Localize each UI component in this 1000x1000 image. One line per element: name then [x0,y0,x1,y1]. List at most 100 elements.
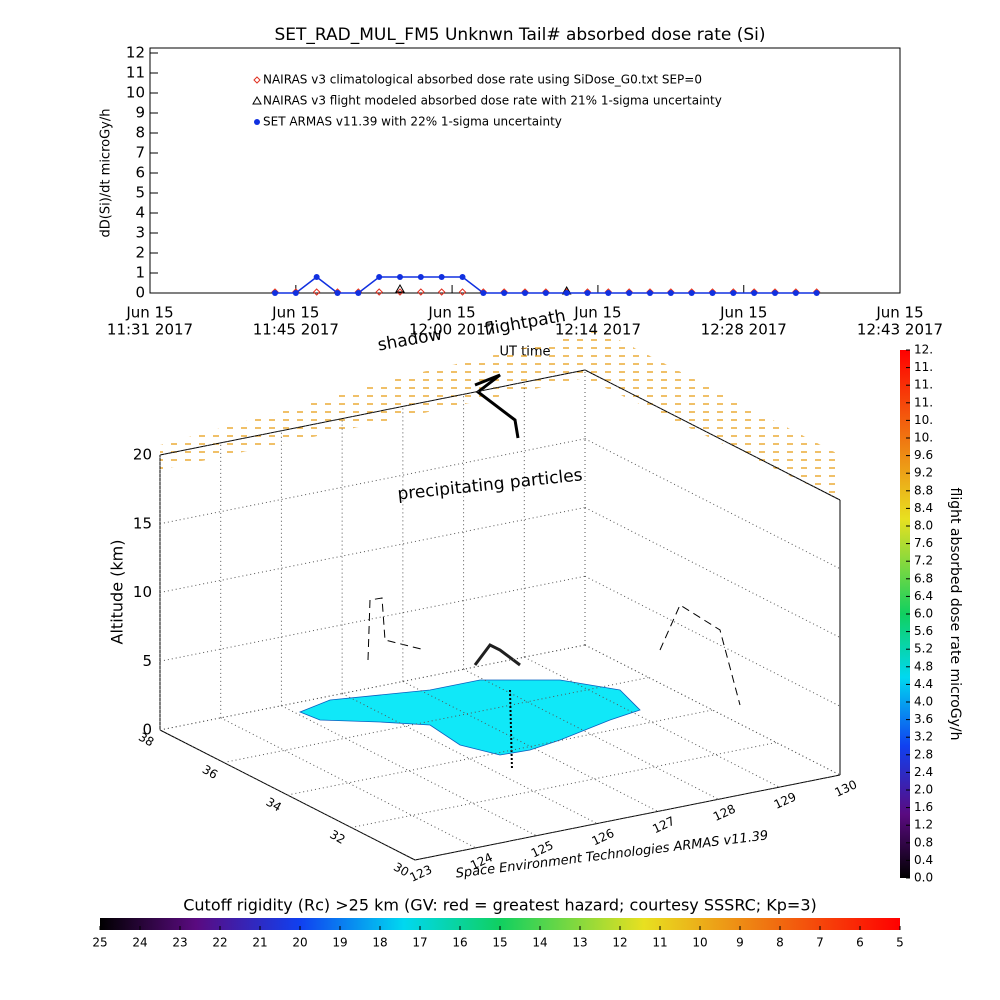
colorbar-tick-label: 11. [914,360,933,374]
marker-circle [438,274,445,280]
marker-circle [397,274,403,280]
marker-diamond [417,288,425,296]
colorbar-tick-label: 12 [612,936,627,950]
colorbar-tick-label: 8 [776,936,784,950]
flightpath-trace [474,373,520,439]
x-tick-label: Jun 15 [719,304,767,322]
colorbar-tick-label: 6.8 [914,571,933,585]
colorbar-tick-label: 2.0 [914,783,933,797]
lon-tick-label: 127 [650,814,677,836]
colorbar-label: flight absorbed dose rate microGy/h [947,488,963,741]
lat-tick-label: 38 [136,730,156,750]
grid-line [159,575,586,662]
legend-label: NAIRAS v3 climatological absorbed dose r… [263,73,702,87]
marker-circle [688,290,695,296]
grid-line [414,774,841,861]
colorbar-tick-label: 13 [572,936,587,950]
marker-circle [667,290,674,296]
colorbar-tick-label: 22 [212,936,227,950]
z-tick-label: 0 [142,721,152,739]
colorbar-tick-label: 11 [652,936,667,950]
marker-circle [813,290,820,296]
lat-tick-label: 32 [327,827,347,847]
y-axis-label: dD(Si)/dt microGy/h [99,109,114,238]
y-tick-label: 8 [135,124,145,142]
colorbar-tick-label: 12. [914,343,933,357]
colorbar-tick-label: 15 [492,936,507,950]
y-tick-label: 6 [135,164,145,182]
marker-circle [254,119,260,125]
colorbar-tick-label: 8.0 [914,519,933,533]
marker-diamond [312,288,321,296]
y-tick-label: 5 [135,184,145,202]
colorbar-tick-label: 8.4 [914,501,933,515]
y-tick-label: 9 [135,104,145,122]
marker-circle [751,290,758,296]
colorbar-tick-label: 5.6 [914,624,933,638]
marker-circle [709,290,716,296]
legend-label: SET ARMAS v11.39 with 22% 1-sigma uncert… [263,115,562,129]
marker-diamond [375,288,383,296]
z-tick-label: 5 [142,652,152,670]
annotation: shadow [376,324,444,355]
marker-circle [647,290,653,296]
land-map [298,679,641,756]
colorbar-tick-label: 4.8 [914,659,933,673]
y-tick-label: 11 [126,64,145,82]
colorbar-tick-label: 6.4 [914,589,933,603]
x-tick-label: Jun 15 [427,304,475,322]
x-tick-label: 12:28 2017 [701,321,787,339]
marker-circle [480,290,487,296]
colorbar-tick-label: 7 [816,936,824,950]
y-tick-label: 0 [135,284,145,302]
colorbar-tick-label: 19 [332,936,347,950]
colorbar-tick-label: 5 [896,936,904,950]
z-axis-label: Altitude (km) [108,540,127,645]
particle-field [160,330,840,500]
marker-diamond [253,76,261,84]
flightpath-shadow [473,643,521,667]
marker-circle [542,290,549,296]
y-tick-label: 1 [135,264,145,282]
colorbar-tick-label: 11. [914,378,933,392]
lon-tick-label: 128 [711,802,738,824]
lat-tick-label: 34 [264,795,284,815]
grid-line [159,644,586,731]
colorbar-tick-label: 21 [252,936,267,950]
x-tick-label: Jun 15 [875,304,923,322]
colorbar-tick-label: 24 [132,936,147,950]
colorbar-tick-label: 9.6 [914,448,933,462]
flightpath-drop [509,689,513,771]
marker-circle [376,274,383,280]
marker-circle [522,290,528,296]
x-tick-label: 12:43 2017 [857,321,943,339]
y-tick-label: 2 [135,244,145,262]
colorbar-tick-label: 14 [532,936,547,950]
colorbar-tick-label: 7.2 [914,554,933,568]
colorbar-tick-label: 0.8 [914,835,933,849]
marker-circle [417,274,424,280]
marker-circle [584,290,591,296]
x-tick-label: 11:31 2017 [107,321,193,339]
grid-line [159,507,586,593]
colorbar-tick-label: 2.8 [914,747,933,761]
grid-line [584,575,841,707]
x-tick-label: 11:45 2017 [253,321,339,339]
grid-line [287,709,713,796]
grid-line [223,677,649,763]
colorbar-title: Cutoff rigidity (Rc) >25 km (GV: red = g… [183,896,817,915]
colorbar-tick-label: 11. [914,395,933,409]
annotation: precipitating particles [397,465,584,504]
grid-line [220,717,476,849]
lat-tick-label: 30 [391,860,411,880]
colorbar-tick-label: 6 [856,936,864,950]
y-tick-label: 12 [126,44,145,62]
lon-tick-label: 123 [407,862,434,884]
colorbar-tick-label: 1.2 [914,818,933,832]
x-tick-label: 12:14 2017 [555,321,641,339]
y-tick-label: 3 [135,224,145,242]
altitude-profile [659,604,741,706]
marker-circle [501,290,508,296]
colorbar-tick-label: 1.6 [914,800,933,814]
